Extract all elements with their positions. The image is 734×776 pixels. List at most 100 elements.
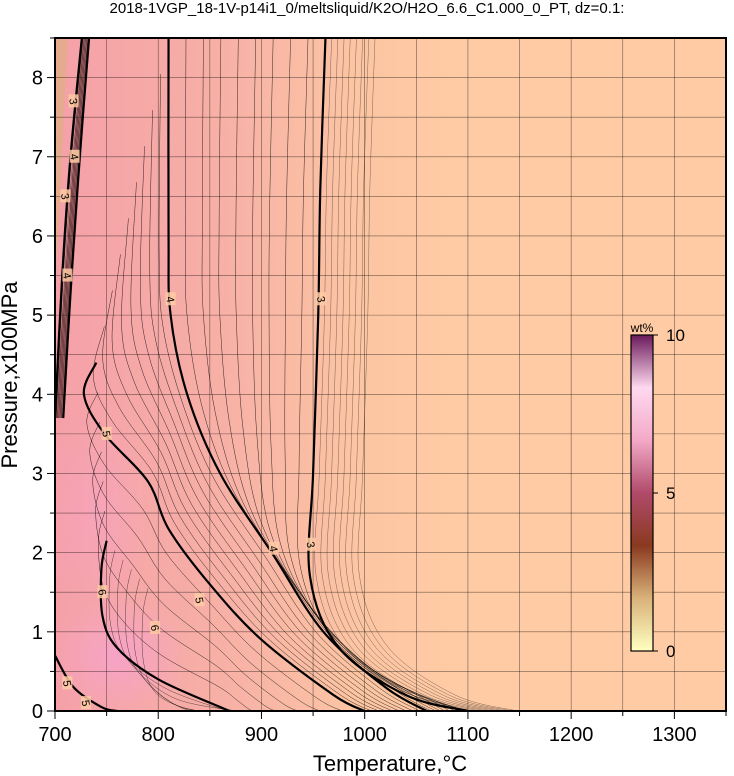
contour-line-minor (252, 38, 450, 711)
contour-label-bg (62, 676, 73, 690)
contour-line-minor (149, 110, 413, 711)
contour-line-minor (89, 421, 321, 711)
contour-line-minor (55, 38, 84, 419)
contour-label-bg (316, 292, 327, 306)
heatmap-field (55, 38, 726, 711)
contour-line-minor (95, 481, 276, 711)
contour-label-bg (101, 426, 112, 440)
x-axis-label: Temperature,°C (313, 751, 467, 776)
contour-line-4 (167, 38, 428, 711)
contour-label: 5 (99, 430, 112, 438)
contour-label-bg (68, 94, 79, 108)
contour-line-minor (339, 38, 499, 711)
contour-label-bg (268, 541, 279, 555)
contour-label-bg (165, 292, 176, 306)
contour-label: 3 (304, 541, 317, 549)
contour-line-minor (158, 74, 420, 711)
y-tick-label: 8 (32, 68, 43, 90)
colorbar: 0 5 10 wt% (630, 321, 685, 661)
contour-line-minor (93, 326, 372, 711)
contour-line-minor (98, 511, 253, 711)
contour-line-minor (86, 392, 343, 711)
colorbar-tick-label: 10 (666, 326, 685, 345)
contour-line-minor (314, 38, 475, 711)
contour-line-minor (111, 254, 386, 711)
x-tick-label: 1100 (446, 724, 489, 746)
x-tick-label: 800 (142, 724, 175, 746)
x-tick-label: 1200 (549, 724, 594, 746)
contour-line-minor (59, 38, 88, 419)
y-tick-label: 2 (32, 543, 43, 565)
y-tick-label: 1 (32, 622, 43, 644)
contour-line-minor (130, 182, 400, 711)
y-tick-label: 4 (32, 384, 43, 406)
contour-label-bg (97, 585, 108, 599)
x-tick-label: 900 (245, 724, 278, 746)
contour-line-minor (117, 559, 248, 711)
contour-label: 5 (79, 699, 92, 707)
y-axis-label: Pressure,x100MPa (0, 281, 22, 469)
colorbar-scale (630, 334, 654, 652)
contour-label-bg (80, 696, 91, 710)
contour-label-bg (194, 593, 205, 607)
contour-labels: 3 3 4 4 5 5 6 6 5 5 3 4 3 4 (58, 94, 327, 710)
contour-label-bg (60, 189, 71, 203)
contour-label-bg (150, 620, 161, 634)
contour-line-3 (62, 38, 91, 419)
contour-line-4 (55, 38, 83, 419)
contour-label: 4 (163, 295, 176, 303)
contour-line-minor (58, 38, 86, 419)
y-tick-label: 0 (32, 701, 43, 723)
contour-line-minor (121, 218, 393, 711)
contour-line-minor (102, 290, 379, 711)
colorbar-tick-label: 0 (666, 642, 675, 661)
contour-label-bg (62, 268, 73, 282)
contour-band-light (55, 38, 68, 300)
y-tick-label: 5 (32, 305, 43, 327)
plot-frame (54, 37, 727, 712)
x-axis-ticks: 700 800 900 1000 1100 1200 1300 (38, 711, 727, 746)
contour-line-minor (92, 451, 298, 711)
contour-line-minor (140, 146, 407, 711)
contour-line-minor (326, 38, 487, 711)
contour-line-minor (141, 588, 272, 711)
contour-line-5 (82, 362, 366, 711)
contour-line-minor (320, 38, 481, 711)
contour-label: 4 (67, 153, 80, 161)
contour-lines (55, 38, 518, 711)
contour-label: 4 (60, 272, 73, 280)
y-tick-label: 7 (32, 147, 43, 169)
contour-label: 4 (266, 545, 279, 553)
contour-line-minor (345, 38, 506, 711)
contour-label-bg (306, 537, 317, 551)
contour-line-6 (99, 540, 231, 711)
contour-line-minor (57, 38, 85, 419)
contour-line-minor (284, 38, 459, 711)
contour-label: 5 (192, 596, 205, 604)
x-tick-label: 1000 (342, 724, 387, 746)
y-tick-label: 3 (32, 463, 43, 485)
x-tick-label: 1300 (652, 724, 697, 746)
grid-lines (55, 38, 726, 711)
contour-line-minor (125, 569, 256, 711)
contour-label-bg (69, 149, 80, 163)
colorbar-tick-label: 5 (666, 484, 675, 503)
contour-line-minor (297, 38, 466, 711)
contour-label: 3 (66, 97, 79, 105)
contour-label: 6 (148, 624, 161, 632)
y-axis-ticks: 0 1 2 3 4 5 6 7 8 (32, 37, 55, 723)
colorbar-label: wt% (630, 321, 654, 335)
chart-title: 2018-1VGP_18-1V-p14i1_0/meltsliquid/K2O/… (109, 0, 625, 17)
x-tick-label: 700 (38, 724, 71, 746)
contour-label: 6 (95, 588, 108, 596)
contour-label: 3 (58, 192, 71, 200)
field-gradient (55, 38, 726, 711)
contour-line-minor (133, 578, 264, 711)
contour-line-minor (357, 38, 518, 711)
contour-line-3 (307, 38, 469, 711)
contour-line-minor (351, 38, 512, 711)
contour-label: 5 (60, 679, 73, 687)
y-tick-label: 6 (32, 226, 43, 248)
contour-line-minor (60, 38, 89, 419)
